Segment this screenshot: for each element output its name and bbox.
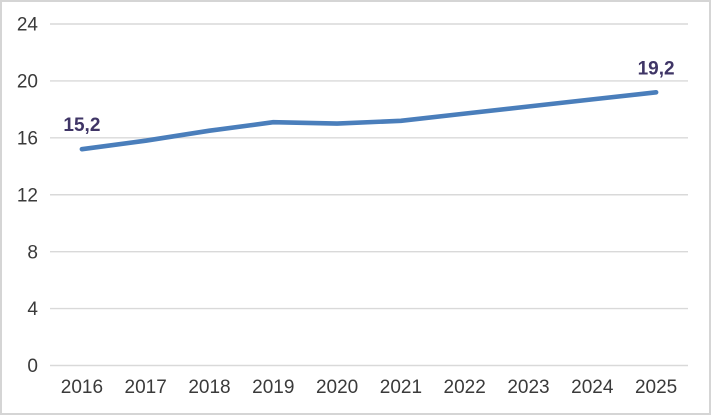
y-axis-tick-label: 20 — [17, 72, 38, 93]
x-axis-tick-label: 2017 — [125, 377, 167, 398]
y-axis-tick-label: 8 — [27, 242, 38, 263]
x-axis-tick-label: 2023 — [507, 377, 549, 398]
y-axis-tick-label: 12 — [17, 185, 38, 206]
y-axis-tick-label: 24 — [17, 15, 39, 36]
x-axis-tick-label: 2025 — [635, 377, 677, 398]
x-axis-tick-label: 2021 — [380, 377, 422, 398]
y-axis-tick-label: 16 — [17, 128, 38, 149]
x-axis-tick-label: 2020 — [316, 377, 358, 398]
x-axis-tick-label: 2019 — [252, 377, 294, 398]
x-axis-tick-label: 2022 — [444, 377, 486, 398]
y-axis-tick-label: 4 — [27, 299, 38, 320]
series-line — [79, 90, 659, 152]
data-label: 19,2 — [638, 58, 675, 79]
x-axis-tick-label: 2024 — [571, 377, 614, 398]
x-axis-tick-label: 2018 — [188, 377, 230, 398]
x-axis-tick-label: 2016 — [61, 377, 103, 398]
y-axis-tick-label: 0 — [27, 356, 38, 377]
data-label: 15,2 — [63, 115, 100, 136]
